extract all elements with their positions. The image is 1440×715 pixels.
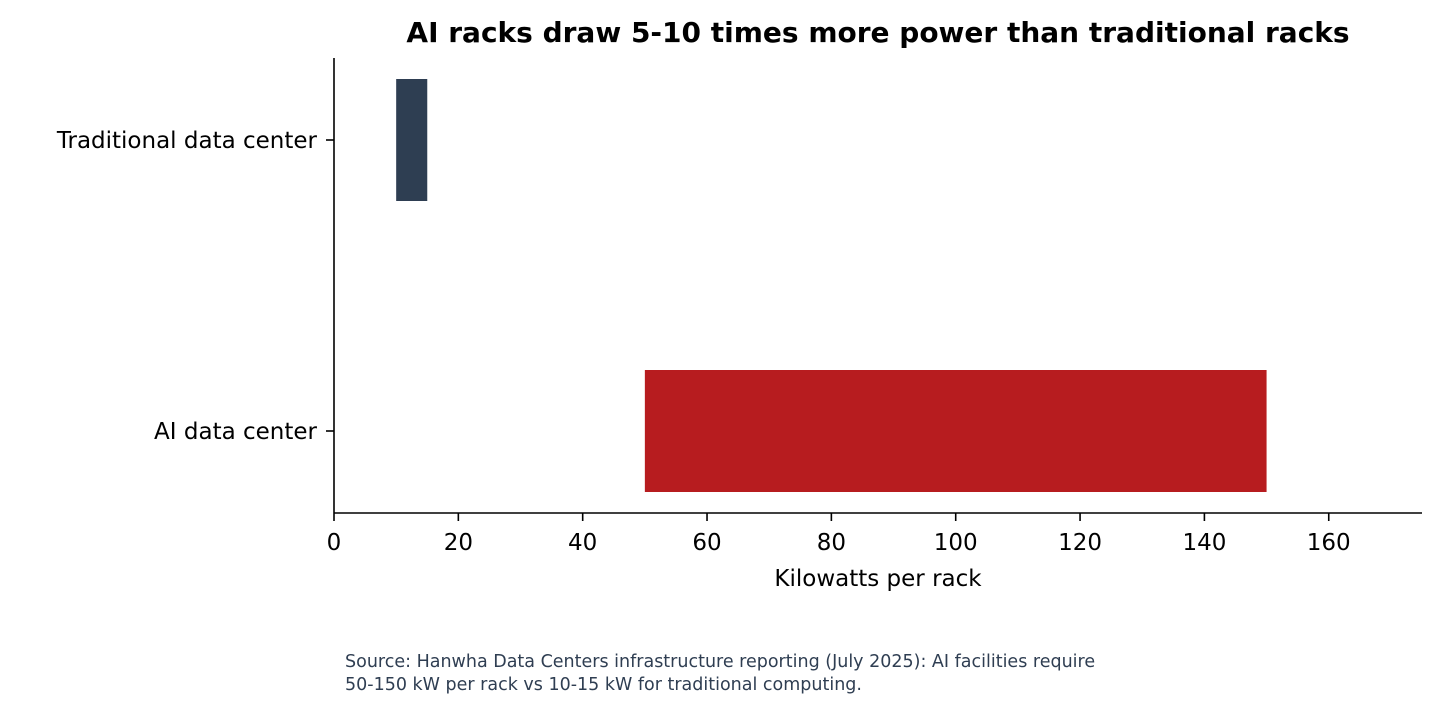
x-tick-label-40: 40 xyxy=(568,530,597,556)
x-tick-label-60: 60 xyxy=(692,530,721,556)
x-tick-label-160: 160 xyxy=(1307,530,1351,556)
bar-traditional-data-center xyxy=(396,79,428,201)
x-axis-label: Kilowatts per rack xyxy=(774,566,982,592)
x-ticks-group: 0 20 40 60 80 100 120 140 160 xyxy=(327,513,1351,556)
x-tick-label-140: 140 xyxy=(1182,530,1226,556)
y-tick-label-ai-data-center: AI data center xyxy=(154,419,317,445)
source-note-line-1: Source: Hanwha Data Centers infrastructu… xyxy=(345,652,1095,672)
x-tick-label-80: 80 xyxy=(817,530,846,556)
y-ticks-group: Traditional data center AI data center xyxy=(56,128,334,445)
x-tick-label-0: 0 xyxy=(327,530,342,556)
bar-ai-data-center xyxy=(644,370,1267,492)
source-note-line-2: 50-150 kW per rack vs 10-15 kW for tradi… xyxy=(345,675,862,695)
x-tick-label-100: 100 xyxy=(934,530,978,556)
y-tick-label-traditional-data-center: Traditional data center xyxy=(56,128,318,154)
bars-group xyxy=(396,79,1267,492)
chart-title: AI racks draw 5-10 times more power than… xyxy=(406,16,1349,49)
x-tick-label-20: 20 xyxy=(444,530,473,556)
x-tick-label-120: 120 xyxy=(1058,530,1102,556)
